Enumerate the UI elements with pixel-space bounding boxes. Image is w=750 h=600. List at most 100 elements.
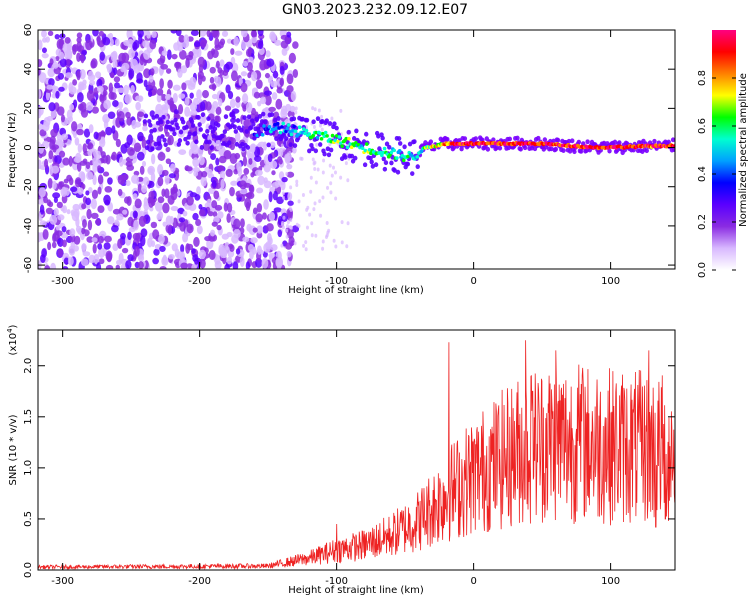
spectrogram-cell <box>77 92 84 103</box>
spectrogram-cell <box>38 105 44 116</box>
spectrogram-cell <box>87 219 93 231</box>
spectrogram-cell <box>161 256 169 267</box>
spectrogram-cell <box>364 142 369 146</box>
spectrogram-cell <box>85 197 92 206</box>
spectrogram-cell <box>186 223 194 234</box>
spectrogram-cell <box>288 142 293 148</box>
spectrogram-cell <box>275 98 283 110</box>
spectrogram-cell <box>48 150 54 160</box>
spectrogram-cell <box>150 68 155 76</box>
spectrogram-cell <box>199 249 207 260</box>
spectrogram-cell <box>39 129 47 137</box>
snr-ytick-label: 0.5 <box>23 511 34 527</box>
spectrogram-cell <box>131 174 139 184</box>
spectrogram-cell <box>223 114 229 120</box>
spectrogram-cell <box>277 229 283 238</box>
spectrogram-cell <box>395 169 401 175</box>
spectrogram-cell <box>226 231 233 238</box>
spectrogram-cell <box>462 136 468 142</box>
spectrogram-cell <box>85 190 90 196</box>
spectrogram-cell <box>62 205 68 214</box>
spectrogram-cell <box>132 232 141 241</box>
spectrogram-cell <box>280 105 288 116</box>
snr-xtick-label: 0 <box>470 576 476 587</box>
spectrogram-cell <box>389 160 394 166</box>
spectrogram-cell <box>307 148 312 154</box>
spectrogram-cell <box>299 156 303 161</box>
spectrogram-cell <box>243 119 252 128</box>
colorbar-tick-label: 0.2 <box>697 214 708 230</box>
spectrogram-cell <box>76 52 81 62</box>
spectrogram-cell <box>42 229 49 240</box>
spectrogram-cell <box>200 171 208 178</box>
spectrogram-cell <box>111 151 118 161</box>
spectrogram-cell <box>285 171 289 176</box>
spectrogram-cell <box>208 250 216 260</box>
spectrogram-cell <box>224 105 232 112</box>
spectrogram-cell <box>111 125 116 134</box>
spectrogram-cell <box>262 212 267 220</box>
spectrogram-cell <box>332 238 336 243</box>
spectrogram-cell <box>291 116 297 122</box>
spectrogram-cell <box>289 105 296 113</box>
spectrogram-cell <box>91 237 98 243</box>
spectrogram-cell <box>323 130 328 135</box>
spectrogram-cell <box>197 56 205 68</box>
spectrogram-cell <box>194 257 199 265</box>
spectrogram-cell <box>252 227 258 233</box>
spectrogram-cell <box>251 36 258 44</box>
spectrogram-cell <box>103 242 111 250</box>
spectrogram-cell <box>98 131 107 137</box>
spectrogram-cell <box>286 31 292 38</box>
spectrogram-ytick-label: 0 <box>23 144 34 150</box>
colorbar-tick-label: 0.6 <box>697 118 708 134</box>
spectrogram-cell <box>133 142 142 153</box>
spectrogram-cell <box>330 133 335 138</box>
spectrogram-cell <box>97 186 102 195</box>
spectrogram-cell <box>187 131 192 137</box>
spectrogram-cell <box>76 37 82 43</box>
spectrogram-cell <box>284 136 289 142</box>
spectrogram-cell <box>245 48 252 57</box>
spectrogram-cell <box>125 180 131 187</box>
spectrogram-cell <box>159 266 167 269</box>
spectrogram-cell <box>62 157 70 166</box>
spectrogram-cell <box>326 230 330 235</box>
spectrogram-cell <box>249 144 256 153</box>
snr-xtick-label: 100 <box>601 576 620 587</box>
spectrogram-cell <box>272 70 279 79</box>
spectrogram-cell <box>307 132 312 136</box>
spectrogram-cell <box>89 79 96 86</box>
spectrogram-cell <box>325 134 329 138</box>
spectrogram-cell <box>97 243 103 250</box>
spectrogram-cell <box>289 132 294 137</box>
spectrogram-cell <box>86 89 95 101</box>
spectrogram-cell <box>159 78 164 90</box>
spectrogram-cell <box>239 127 244 133</box>
spectrogram-cell <box>112 243 119 252</box>
spectrogram-cell <box>105 154 111 165</box>
spectrogram-cell <box>254 169 263 176</box>
spectrogram-cell <box>322 134 327 138</box>
spectrogram-cell <box>644 148 649 154</box>
spectrogram-cell <box>266 58 275 67</box>
spectrogram-cell <box>194 139 199 145</box>
spectrogram-cell <box>258 47 265 56</box>
spectrogram-cell <box>263 242 271 253</box>
spectrogram-cell <box>274 39 282 46</box>
spectrogram-cell <box>213 190 220 200</box>
spectrogram-cell <box>167 79 173 89</box>
spectrogram-cell <box>113 76 121 83</box>
spectrogram-cell <box>134 198 142 209</box>
spectrogram-cell <box>90 198 97 210</box>
spectrogram-cell <box>268 191 273 203</box>
spectrogram-cell <box>279 65 285 75</box>
spectrogram-cell <box>80 183 86 190</box>
spectrogram-cell <box>428 139 434 145</box>
spectrogram-cell <box>117 110 125 122</box>
spectrogram-cell <box>285 126 290 131</box>
spectrogram-cell <box>114 38 120 47</box>
spectrogram-cell <box>287 200 294 206</box>
spectrogram-cell <box>126 134 133 146</box>
spectrogram-cell <box>114 82 120 89</box>
